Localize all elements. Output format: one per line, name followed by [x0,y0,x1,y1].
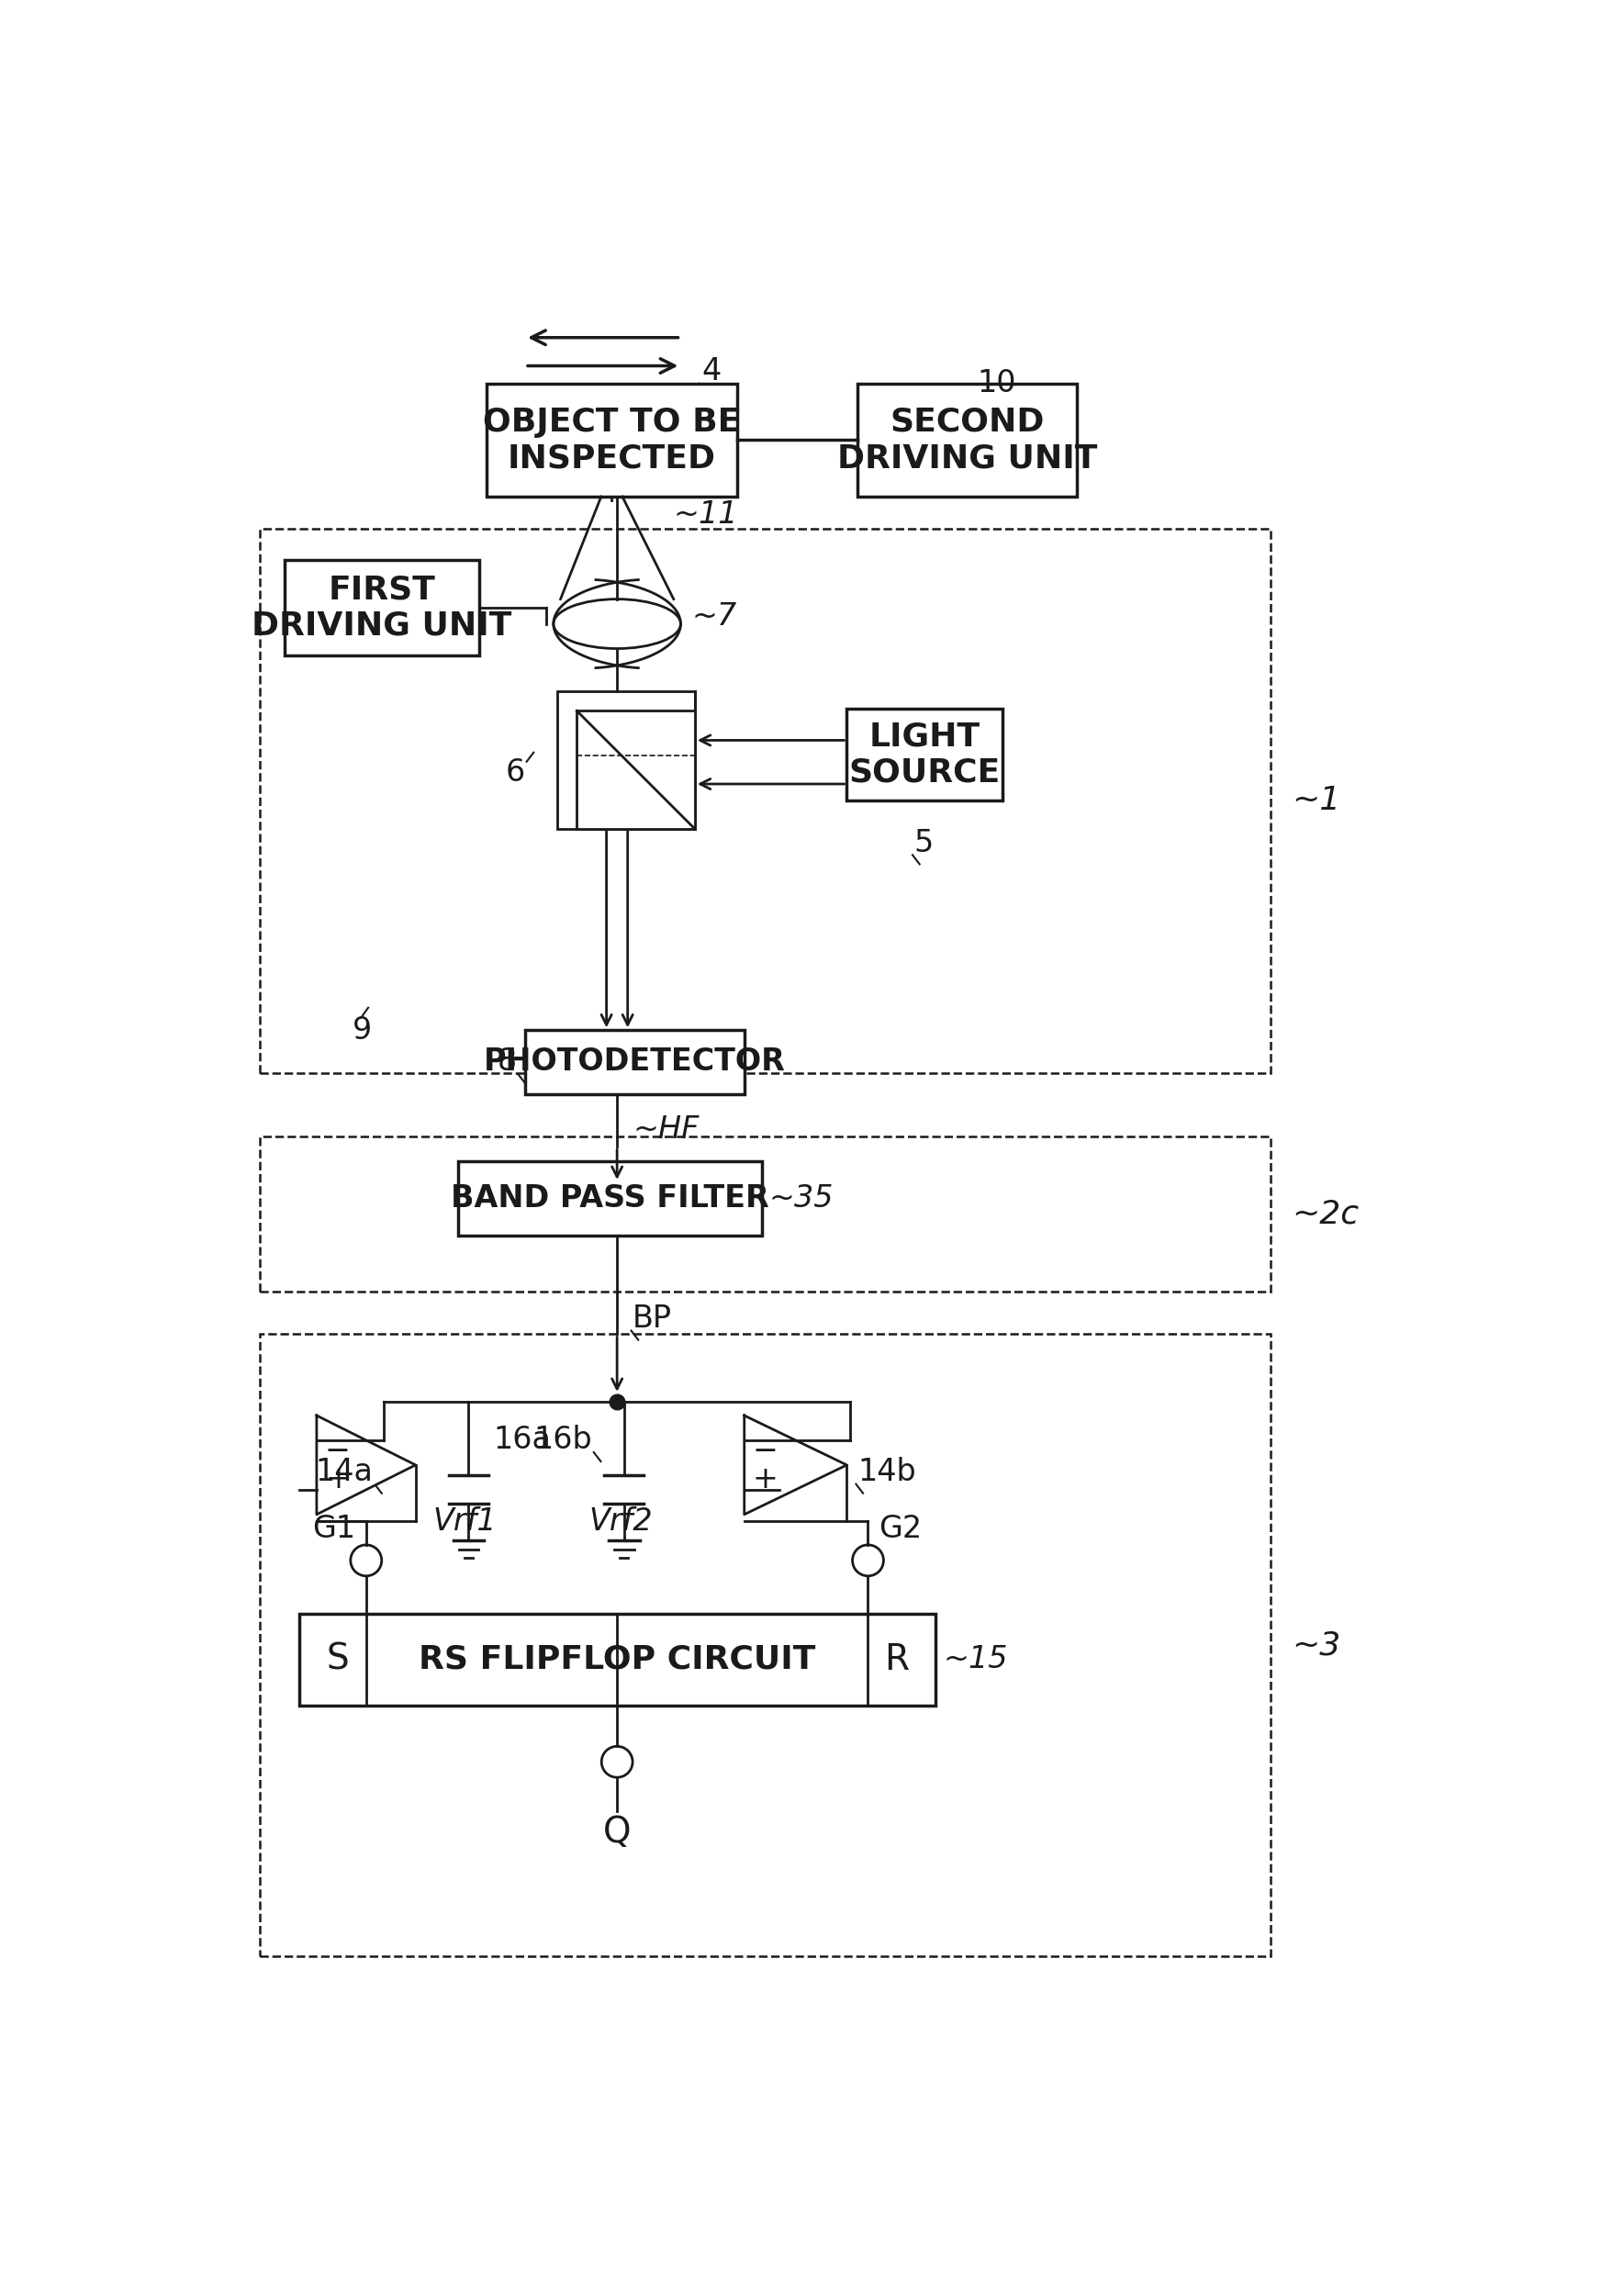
Text: LIGHT
SOURCE: LIGHT SOURCE [849,721,1000,788]
Text: ~11: ~11 [674,500,739,530]
Text: FIRST
DRIVING UNIT: FIRST DRIVING UNIT [252,575,512,642]
Text: 14a: 14a [315,1457,374,1486]
Bar [486,384,737,498]
Text: +: + [752,1463,778,1495]
Polygon shape [317,1415,416,1514]
Text: ~2c: ~2c [1293,1199,1359,1231]
Text: OBJECT TO BE
INSPECTED: OBJECT TO BE INSPECTED [482,406,741,475]
Text: S: S [326,1641,349,1676]
Text: Q: Q [603,1815,632,1849]
Text: G2: G2 [879,1514,922,1543]
Text: SECOND
DRIVING UNIT: SECOND DRIVING UNIT [836,406,1098,475]
Text: ~7: ~7 [692,603,737,632]
Bar [846,708,1002,801]
Text: Vrf1: Vrf1 [434,1507,497,1536]
Text: 16b: 16b [534,1425,593,1454]
Text: PHOTODETECTOR: PHOTODETECTOR [484,1048,786,1078]
Text: 4: 4 [702,356,721,386]
Text: 16a: 16a [494,1425,551,1454]
Text: 9: 9 [352,1016,372,1046]
Bar [284,559,479,655]
Text: Vrf2: Vrf2 [588,1507,653,1536]
Polygon shape [744,1415,846,1514]
Text: 14b: 14b [857,1457,916,1486]
Bar [458,1162,762,1235]
Text: G1: G1 [312,1514,356,1543]
Text: −: − [325,1436,351,1466]
Bar [260,1137,1272,1292]
Text: 6: 6 [505,758,525,788]
Text: 5: 5 [914,829,934,858]
Ellipse shape [554,598,680,648]
Text: 8: 8 [497,1048,516,1078]
Bar [857,384,1077,498]
Text: BAND PASS FILTER: BAND PASS FILTER [451,1183,770,1212]
Text: ~15: ~15 [944,1644,1009,1673]
Text: ~1: ~1 [1293,785,1341,815]
Text: BP: BP [633,1304,672,1333]
Bar [260,1333,1272,1957]
Text: 10: 10 [978,368,1017,400]
Text: ~35: ~35 [770,1183,833,1212]
Text: −: − [752,1436,778,1466]
Text: ~HF: ~HF [633,1114,698,1144]
Bar [260,527,1272,1073]
Bar [557,692,695,829]
Text: ~3: ~3 [1293,1630,1341,1660]
Text: RS FLIPFLOP CIRCUIT: RS FLIPFLOP CIRCUIT [419,1644,815,1676]
Bar [577,710,695,829]
Bar [299,1614,935,1705]
Text: R: R [883,1641,909,1676]
Text: +: + [325,1463,351,1495]
Bar [525,1030,744,1094]
